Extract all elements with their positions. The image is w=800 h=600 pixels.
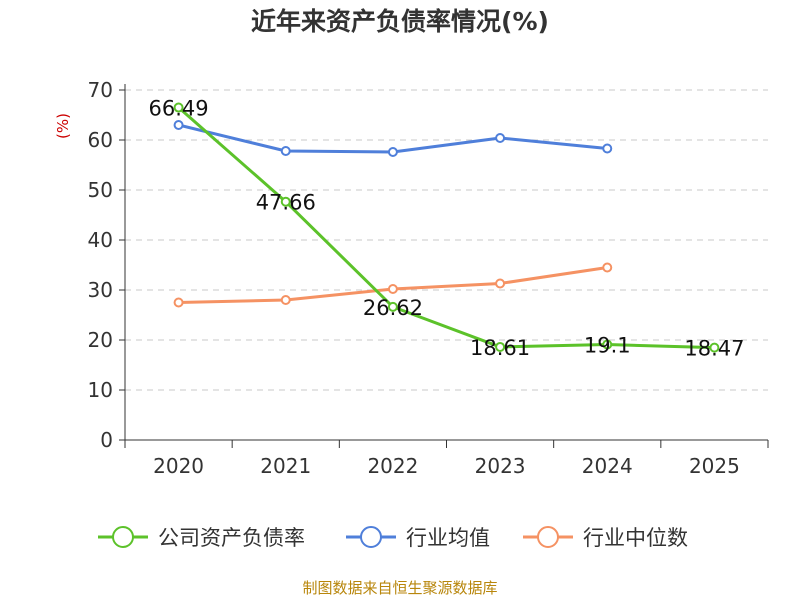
data-point xyxy=(280,146,291,156)
legend-label: 行业中位数 xyxy=(583,526,688,550)
chart-title: 近年来资产负债率情况(%) xyxy=(251,7,549,36)
y-tick-label: 30 xyxy=(88,278,113,302)
legend-item[interactable]: 行业中位数 xyxy=(523,526,688,550)
data-label: 19.1 xyxy=(584,334,631,358)
data-point xyxy=(280,295,291,305)
x-tick-label: 2024 xyxy=(582,454,633,478)
data-label: 26.62 xyxy=(363,296,423,320)
data-point xyxy=(709,342,720,353)
data-point xyxy=(602,143,613,154)
data-labels: 66.49 47.66 26.62 18.61 19.1 18.47 xyxy=(149,97,745,361)
legend: 公司资产负债率 行业均值 行业中位数 xyxy=(98,526,688,550)
data-point xyxy=(602,262,613,273)
grid-lines xyxy=(125,89,768,391)
y-tick-label: 50 xyxy=(88,178,113,202)
x-tick-label: 2021 xyxy=(260,454,311,478)
legend-label: 公司资产负债率 xyxy=(158,526,305,550)
data-label: 66.49 xyxy=(149,97,209,121)
legend-swatch-marker xyxy=(360,526,382,548)
series-layer xyxy=(173,102,720,353)
data-label: 18.61 xyxy=(470,336,530,360)
legend-item[interactable]: 行业均值 xyxy=(346,526,490,550)
legend-swatch-marker xyxy=(537,526,559,548)
y-tick-label: 70 xyxy=(88,78,113,102)
series-line-0 xyxy=(177,106,715,350)
data-label: 47.66 xyxy=(256,191,316,215)
data-point xyxy=(387,284,398,294)
data-label: 18.47 xyxy=(684,337,744,361)
y-tick-label: 0 xyxy=(100,428,113,452)
data-point xyxy=(602,339,613,350)
data-point xyxy=(495,133,506,143)
x-tick-label: 2020 xyxy=(153,454,204,478)
y-tick-label: 40 xyxy=(88,228,113,252)
y-tick-label: 20 xyxy=(88,328,113,352)
data-point xyxy=(173,297,184,308)
data-point xyxy=(495,278,506,289)
data-point xyxy=(387,147,398,157)
data-point xyxy=(495,341,506,352)
legend-swatch-marker xyxy=(112,526,134,548)
axes: 0 10 20 30 40 50 60 70 2020 2021 2022 2023 2024 2025 xyxy=(88,78,769,478)
data-point xyxy=(387,301,398,312)
legend-label: 行业均值 xyxy=(406,526,490,550)
data-point xyxy=(173,120,184,130)
x-tick-label: 2022 xyxy=(367,454,418,478)
data-point xyxy=(173,102,184,113)
y-tick-label: 60 xyxy=(88,128,113,152)
y-tick-label: 10 xyxy=(88,378,113,402)
data-source-note: 制图数据来自恒生聚源数据库 xyxy=(302,579,498,597)
legend-item[interactable]: 公司资产负债率 xyxy=(98,526,305,550)
y-axis-unit: (%) xyxy=(54,113,72,139)
x-tick-label: 2023 xyxy=(475,454,526,478)
x-tick-label: 2025 xyxy=(689,454,740,478)
data-point xyxy=(280,196,291,207)
